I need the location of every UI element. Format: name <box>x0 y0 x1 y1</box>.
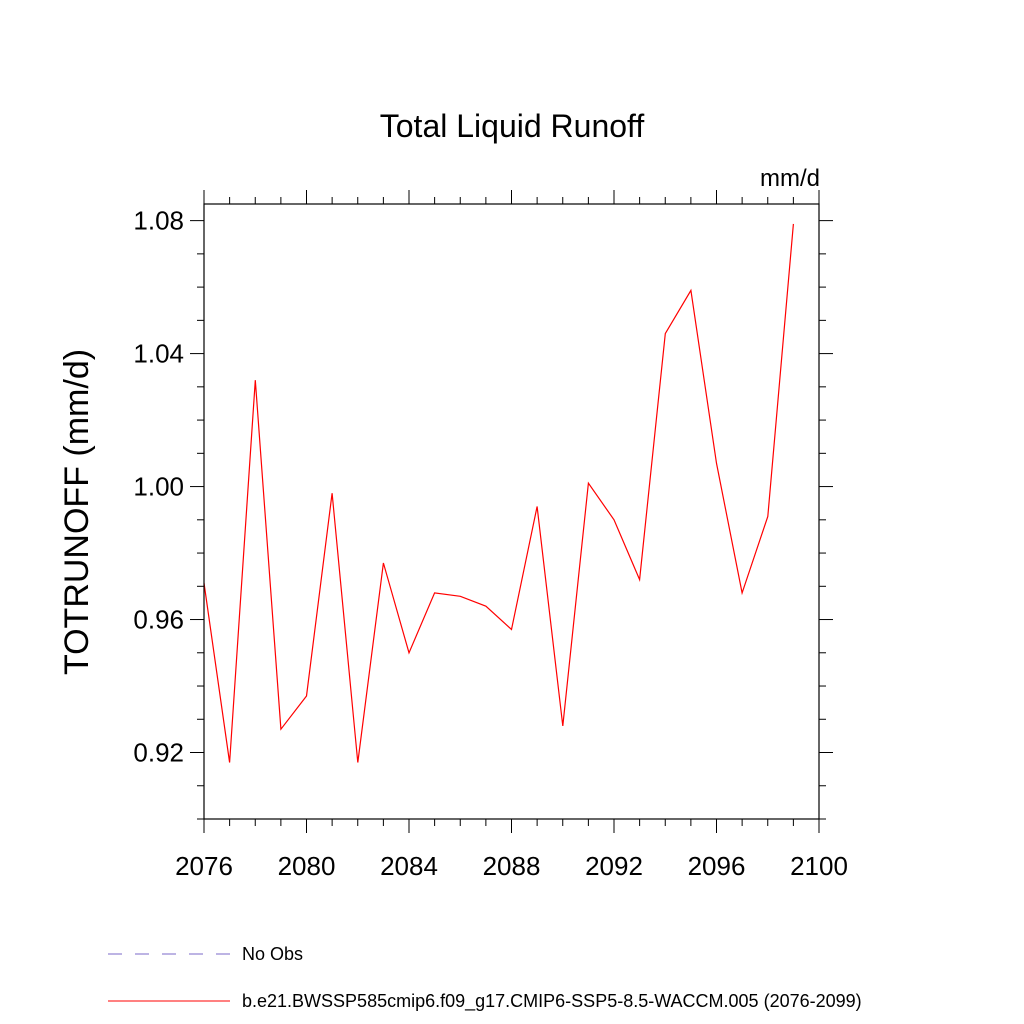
x-tick-label: 2100 <box>790 851 848 881</box>
x-tick-label: 2096 <box>688 851 746 881</box>
plot-frame <box>203 203 820 820</box>
y-tick-label: 1.08 <box>133 206 184 236</box>
x-tick-label: 2076 <box>175 851 233 881</box>
chart-title: Total Liquid Runoff <box>380 108 645 144</box>
units-label: mm/d <box>760 165 820 192</box>
series-layer <box>203 223 794 763</box>
legend-label: b.e21.BWSSP585cmip6.f09_g17.CMIP6-SSP5-8… <box>242 991 862 1012</box>
series-line <box>203 223 794 763</box>
y-tick-label: 0.96 <box>133 605 184 635</box>
tick-labels: 2076 2080 2084 2088 2092 2096 2100 0.92 0.96 1.00… <box>133 206 848 881</box>
legend-label: No Obs <box>242 944 303 964</box>
axis-ticks <box>190 190 833 833</box>
y-axis-label: TOTRUNOFF (mm/d) <box>58 349 96 675</box>
y-tick-label: 1.04 <box>133 339 184 369</box>
x-tick-label: 2084 <box>380 851 438 881</box>
y-tick-label: 0.92 <box>133 738 184 768</box>
x-tick-label: 2092 <box>585 851 643 881</box>
y-tick-label: 1.00 <box>133 472 184 502</box>
legend: No Obs b.e21.BWSSP585cmip6.f09_g17.CMIP6-… <box>108 944 862 1012</box>
x-tick-label: 2080 <box>278 851 336 881</box>
x-tick-label: 2088 <box>483 851 541 881</box>
